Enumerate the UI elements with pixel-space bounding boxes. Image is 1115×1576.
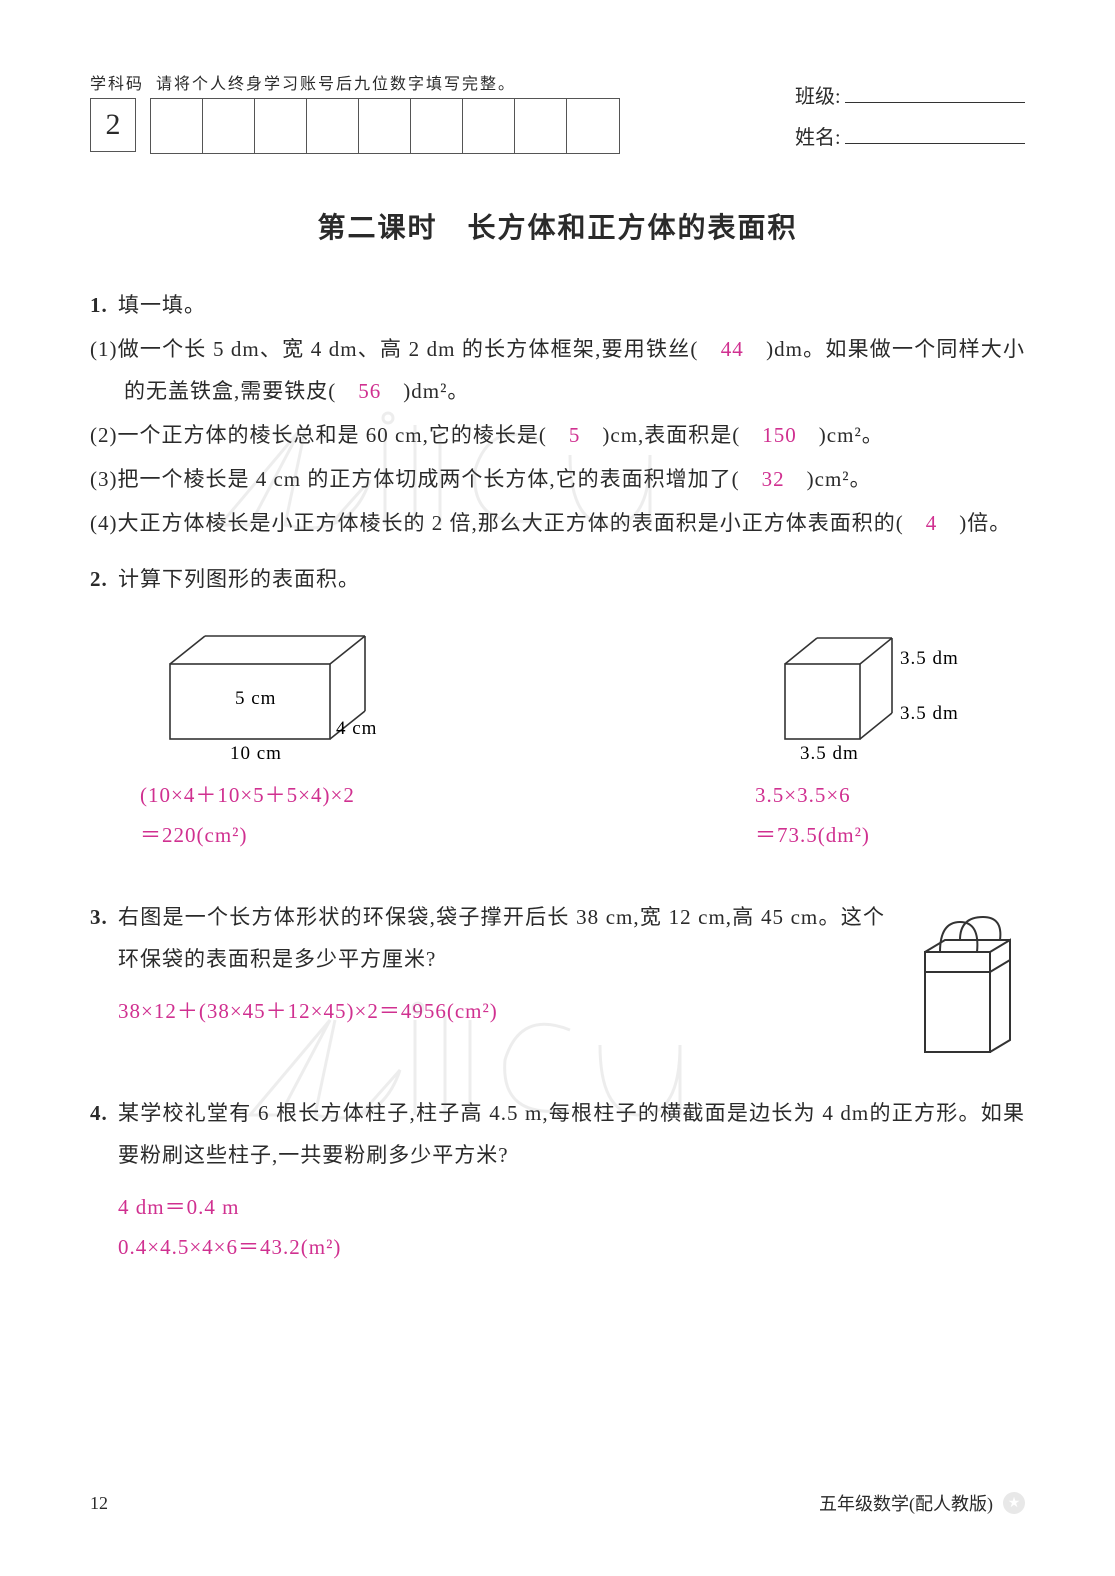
digit-cell[interactable] bbox=[411, 99, 463, 153]
q2-calc1-l1: (10×4＋10×5＋5×4)×2 bbox=[140, 776, 355, 816]
q4-stem: 某学校礼堂有 6 根长方体柱子,柱子高 4.5 m,每根柱子的横截面是边长为 4… bbox=[118, 1092, 1025, 1176]
q3-stem: 右图是一个长方体形状的环保袋,袋子撑开后长 38 cm,宽 12 cm,高 45… bbox=[118, 896, 885, 980]
digit-cell[interactable] bbox=[151, 99, 203, 153]
q4-calc: 4 dm＝0.4 m 0.4×4.5×4×6＝43.2(m²) bbox=[90, 1188, 1025, 1268]
q3-number: 3. bbox=[90, 896, 118, 980]
q2-calc2-l1: 3.5×3.5×6 bbox=[755, 776, 870, 816]
q1-stem: 填一填。 bbox=[118, 284, 206, 326]
q1s3-a: (3)把一个棱长是 4 cm 的正方体切成两个长方体,它的表面积增加了( bbox=[90, 467, 762, 491]
q1-sub1: (1)做一个长 5 dm、宽 4 dm、高 2 dm 的长方体框架,要用铁丝( … bbox=[90, 328, 1025, 412]
cuboid-icon: 5 cm 4 cm 10 cm bbox=[140, 624, 400, 764]
q1s1-c: )dm²。 bbox=[381, 379, 469, 403]
q2-calc2-l2: ＝73.5(dm²) bbox=[755, 816, 870, 856]
star-icon: ★ bbox=[1003, 1492, 1025, 1514]
q4-calc-l1: 4 dm＝0.4 m bbox=[118, 1188, 1025, 1228]
q1s1-ans2: 56 bbox=[358, 379, 381, 403]
footer-text: 五年级数学(配人教版) bbox=[819, 1490, 993, 1516]
class-label: 班级: bbox=[795, 80, 841, 109]
q4-number: 4. bbox=[90, 1092, 118, 1176]
fig2-c: 3.5 dm bbox=[800, 743, 859, 764]
q1s2-ans1: 5 bbox=[569, 423, 581, 447]
fig1-w: 10 cm bbox=[230, 743, 282, 764]
figure-cuboid: 5 cm 4 cm 10 cm (10×4＋10×5＋5×4)×2 ＝220(c… bbox=[140, 624, 400, 856]
q1s3-b: )cm²。 bbox=[785, 467, 872, 491]
q3-calc: 38×12＋(38×45＋12×45)×2＝4956(cm²) bbox=[90, 992, 885, 1032]
code-boxes: 2 bbox=[90, 98, 781, 154]
q2-stem: 计算下列图形的表面积。 bbox=[118, 558, 360, 600]
q1s2-a: (2)一个正方体的棱长总和是 60 cm,它的棱长是( bbox=[90, 423, 569, 447]
q1s2-c: )cm²。 bbox=[797, 423, 884, 447]
page-footer: 12 五年级数学(配人教版) ★ bbox=[90, 1490, 1025, 1516]
q2-calc2: 3.5×3.5×6 ＝73.5(dm²) bbox=[755, 776, 870, 856]
q1s1-a: (1)做一个长 5 dm、宽 4 dm、高 2 dm 的长方体框架,要用铁丝( bbox=[90, 337, 721, 361]
q1s4-ans: 4 bbox=[926, 511, 938, 535]
question-4: 4. 某学校礼堂有 6 根长方体柱子,柱子高 4.5 m,每根柱子的横截面是边长… bbox=[90, 1092, 1025, 1268]
digit-cell[interactable] bbox=[515, 99, 567, 153]
q1-sub2: (2)一个正方体的棱长总和是 60 cm,它的棱长是( 5 )cm,表面积是( … bbox=[90, 414, 1025, 456]
digit-cell[interactable] bbox=[463, 99, 515, 153]
q1-sub3: (3)把一个棱长是 4 cm 的正方体切成两个长方体,它的表面积增加了( 32 … bbox=[90, 458, 1025, 500]
q1s1-ans1: 44 bbox=[721, 337, 744, 361]
q2-number: 2. bbox=[90, 558, 118, 600]
q1s2-b: )cm,表面积是( bbox=[580, 423, 762, 447]
prefilled-digit: 2 bbox=[90, 98, 136, 152]
q1s4-b: )倍。 bbox=[937, 511, 1011, 535]
q1-sub4: (4)大正方体棱长是小正方体棱长的 2 倍,那么大正方体的表面积是小正方体表面积… bbox=[90, 502, 1025, 544]
fig1-d: 4 cm bbox=[336, 718, 377, 739]
caption-text: 请将个人终身学习账号后九位数字填写完整。 bbox=[156, 76, 516, 93]
digit-cell[interactable] bbox=[255, 99, 307, 153]
fig2-a: 3.5 dm bbox=[900, 648, 959, 669]
q1s2-ans2: 150 bbox=[762, 423, 797, 447]
code-label: 学科码 bbox=[90, 70, 150, 94]
name-blank[interactable] bbox=[845, 126, 1025, 144]
q4-calc-l2: 0.4×4.5×4×6＝43.2(m²) bbox=[118, 1228, 1025, 1268]
q1s3-ans: 32 bbox=[762, 467, 785, 491]
cube-icon: 3.5 dm 3.5 dm 3.5 dm bbox=[755, 624, 995, 764]
fig1-h: 5 cm bbox=[235, 688, 276, 709]
worksheet-header: 学科码 请将个人终身学习账号后九位数字填写完整。 2 班级: 姓名: bbox=[90, 70, 1025, 162]
digit-cell[interactable] bbox=[203, 99, 255, 153]
fig2-b: 3.5 dm bbox=[900, 703, 959, 724]
q2-calc1-l2: ＝220(cm²) bbox=[140, 816, 355, 856]
header-caption: 学科码 请将个人终身学习账号后九位数字填写完整。 bbox=[90, 70, 781, 94]
bag-icon bbox=[905, 912, 1025, 1062]
digit-cell[interactable] bbox=[307, 99, 359, 153]
question-2: 2. 计算下列图形的表面积。 5 cm 4 cm 10 cm (10×4＋10×… bbox=[90, 558, 1025, 856]
q1-number: 1. bbox=[90, 284, 118, 326]
digit-cell[interactable] bbox=[567, 99, 619, 153]
question-3: 3. 右图是一个长方体形状的环保袋,袋子撑开后长 38 cm,宽 12 cm,高… bbox=[90, 882, 1025, 1062]
lesson-title: 第二课时 长方体和正方体的表面积 bbox=[90, 206, 1025, 246]
q1s4-a: (4)大正方体棱长是小正方体棱长的 2 倍,那么大正方体的表面积是小正方体表面积… bbox=[90, 511, 926, 535]
q2-calc1: (10×4＋10×5＋5×4)×2 ＝220(cm²) bbox=[140, 776, 355, 856]
blank-grid[interactable] bbox=[150, 98, 620, 154]
name-label: 姓名: bbox=[795, 121, 841, 150]
class-blank[interactable] bbox=[845, 85, 1025, 103]
name-block: 班级: 姓名: bbox=[795, 70, 1025, 162]
figure-cube: 3.5 dm 3.5 dm 3.5 dm 3.5×3.5×6 ＝73.5(dm²… bbox=[755, 624, 995, 856]
page-number: 12 bbox=[90, 1493, 108, 1514]
question-1: 1. 填一填。 (1)做一个长 5 dm、宽 4 dm、高 2 dm 的长方体框… bbox=[90, 284, 1025, 544]
digit-cell[interactable] bbox=[359, 99, 411, 153]
